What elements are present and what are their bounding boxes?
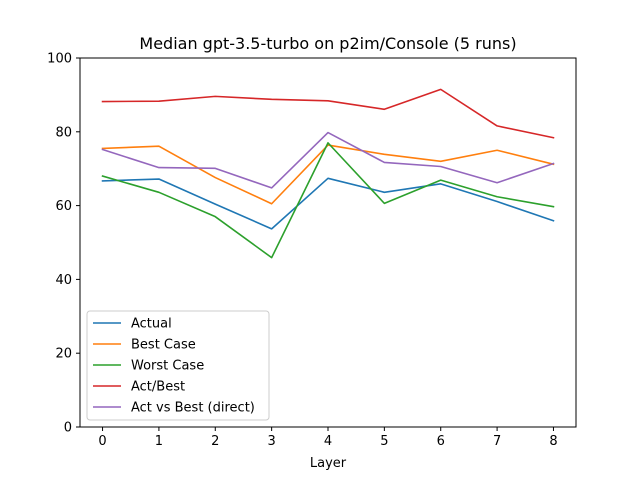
x-tick-label: 5 [380,434,388,449]
series-line-act-best [101,88,555,139]
legend-label: Best Case [131,338,196,353]
legend-box [86,310,270,421]
legend-label: Act/Best [131,380,185,395]
y-tick-label: 0 [64,421,72,436]
x-tick-label: 4 [324,434,332,449]
x-axis-label: Layer [310,456,347,471]
series-line-actual [101,177,555,230]
legend-label: Act vs Best (direct) [131,401,255,416]
y-tick-label: 40 [55,273,72,288]
x-tick-label: 6 [437,434,445,449]
y-tick-label: 20 [55,347,72,362]
x-tick-label: 3 [267,434,275,449]
x-tick-label: 8 [549,434,557,449]
series-line-act-vs-best-direct [101,131,555,189]
series-line-best-case [101,144,555,205]
legend-label: Actual [131,317,172,332]
chart-title: Median gpt-3.5-turbo on p2im/Console (5 … [139,34,516,53]
legend-label: Worst Case [131,359,204,374]
x-tick-label: 2 [211,434,219,449]
plot-area [101,88,555,259]
y-tick-label: 60 [55,199,72,214]
y-tick-label: 80 [55,125,72,140]
x-tick-label: 7 [493,434,501,449]
x-tick-label: 0 [98,434,106,449]
legend: Actual Best Case Worst Case Act/Best Act vs … [86,310,270,421]
y-tick-label: 100 [47,52,72,67]
x-tick-label: 1 [155,434,163,449]
y-axis: 0 20 40 60 80 100 [47,52,80,436]
x-axis: 0 1 2 3 4 5 6 7 8 [98,427,558,449]
series-line-worst-case [101,142,555,259]
